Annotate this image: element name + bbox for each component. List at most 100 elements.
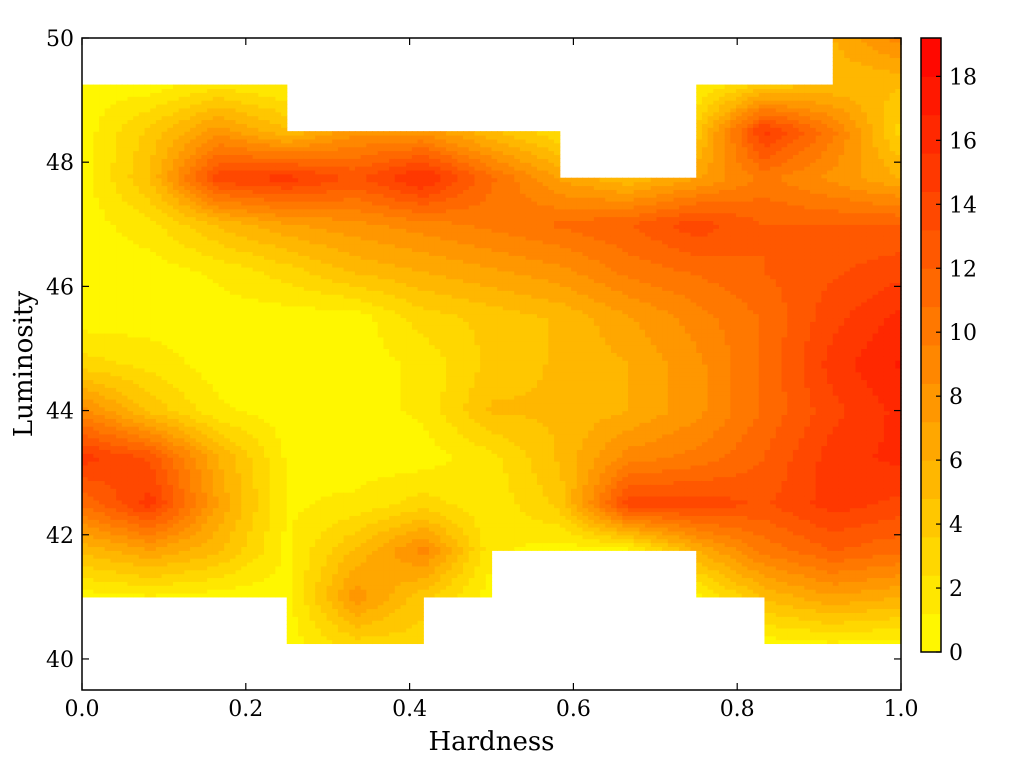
contour-cell — [201, 535, 207, 539]
contour-cell — [713, 570, 719, 574]
contour-cell — [366, 465, 372, 469]
contour-cell — [179, 492, 185, 496]
contour-cell — [873, 543, 879, 547]
contour-cell — [247, 496, 253, 500]
contour-cell — [383, 465, 389, 469]
contour-cell — [844, 620, 850, 624]
contour-cell — [298, 640, 304, 644]
contour-cell — [827, 616, 833, 620]
contour-cell — [230, 465, 236, 469]
contour-cell — [389, 597, 395, 601]
contour-cell — [287, 593, 293, 597]
contour-cell — [338, 624, 344, 628]
contour-cell — [213, 511, 219, 515]
contour-cell — [258, 480, 264, 484]
contour-cell — [770, 612, 776, 616]
contour-cell — [884, 515, 890, 519]
contour-cell — [435, 539, 441, 543]
contour-cell — [179, 480, 185, 484]
contour-cell — [799, 620, 805, 624]
contour-cell — [560, 539, 566, 543]
contour-cell — [241, 577, 247, 581]
contour-cell — [412, 636, 418, 640]
contour-cell — [531, 527, 537, 531]
contour-cell — [890, 609, 896, 613]
contour-cell — [565, 461, 571, 465]
contour-cell — [747, 554, 753, 558]
contour-cell — [605, 480, 611, 484]
contour-cell — [167, 535, 173, 539]
contour-cell — [804, 605, 810, 609]
contour-cell — [241, 519, 247, 523]
contour-cell — [827, 508, 833, 512]
contour-cell — [708, 570, 714, 574]
contour-cell — [423, 570, 429, 574]
contour-cell — [736, 577, 742, 581]
contour-cell — [184, 488, 190, 492]
contour-cell — [833, 539, 839, 543]
contour-cell — [810, 609, 816, 613]
contour-cell — [253, 508, 259, 512]
contour-cell — [349, 558, 355, 562]
contour-cell — [207, 577, 213, 581]
contour-cell — [719, 504, 725, 508]
contour-cell — [747, 558, 753, 562]
contour-cell — [457, 480, 463, 484]
contour-cell — [600, 500, 606, 504]
contour-cell — [270, 577, 276, 581]
contour-cell — [787, 554, 793, 558]
contour-cell — [219, 546, 225, 550]
contour-cell — [389, 562, 395, 566]
contour-cell — [571, 473, 577, 477]
contour-cell — [304, 597, 310, 601]
contour-cell — [463, 461, 469, 465]
contour-cell — [190, 465, 196, 469]
contour-cell — [264, 546, 270, 550]
contour-cell — [793, 581, 799, 585]
contour-cell — [321, 523, 327, 527]
contour-cell — [190, 577, 196, 581]
contour-cell — [116, 484, 122, 488]
contour-cell — [418, 554, 424, 558]
contour-cell — [480, 515, 486, 519]
contour-cell — [674, 477, 680, 481]
contour-cell — [446, 566, 452, 570]
contour-cell — [349, 577, 355, 581]
contour-cell — [497, 539, 503, 543]
contour-cell — [816, 558, 822, 562]
contour-cell — [264, 523, 270, 527]
contour-cell — [816, 543, 822, 547]
contour-cell — [628, 500, 634, 504]
contour-cell — [309, 566, 315, 570]
contour-cell — [418, 484, 424, 488]
contour-cell — [861, 527, 867, 531]
contour-cell — [719, 480, 725, 484]
contour-cell — [383, 469, 389, 473]
contour-cell — [236, 546, 242, 550]
contour-cell — [253, 465, 259, 469]
contour-cell — [878, 566, 884, 570]
contour-cell — [429, 543, 435, 547]
contour-cell — [224, 492, 230, 496]
contour-cell — [856, 570, 862, 574]
contour-cell — [685, 484, 691, 488]
contour-cell — [247, 535, 253, 539]
contour-cell — [355, 554, 361, 558]
contour-cell — [725, 508, 731, 512]
contour-cell — [804, 566, 810, 570]
contour-cell — [116, 562, 122, 566]
contour-cell — [196, 461, 202, 465]
contour-cell — [179, 585, 185, 589]
contour-cell — [247, 566, 253, 570]
contour-cell — [713, 461, 719, 465]
contour-cell — [327, 508, 333, 512]
contour-cell — [372, 601, 378, 605]
contour-cell — [600, 465, 606, 469]
contour-cell — [292, 457, 298, 461]
contour-cell — [594, 519, 600, 523]
contour-cell — [139, 581, 145, 585]
contour-cell — [418, 562, 424, 566]
contour-cell — [474, 519, 480, 523]
contour-cell — [298, 515, 304, 519]
contour-cell — [412, 465, 418, 469]
